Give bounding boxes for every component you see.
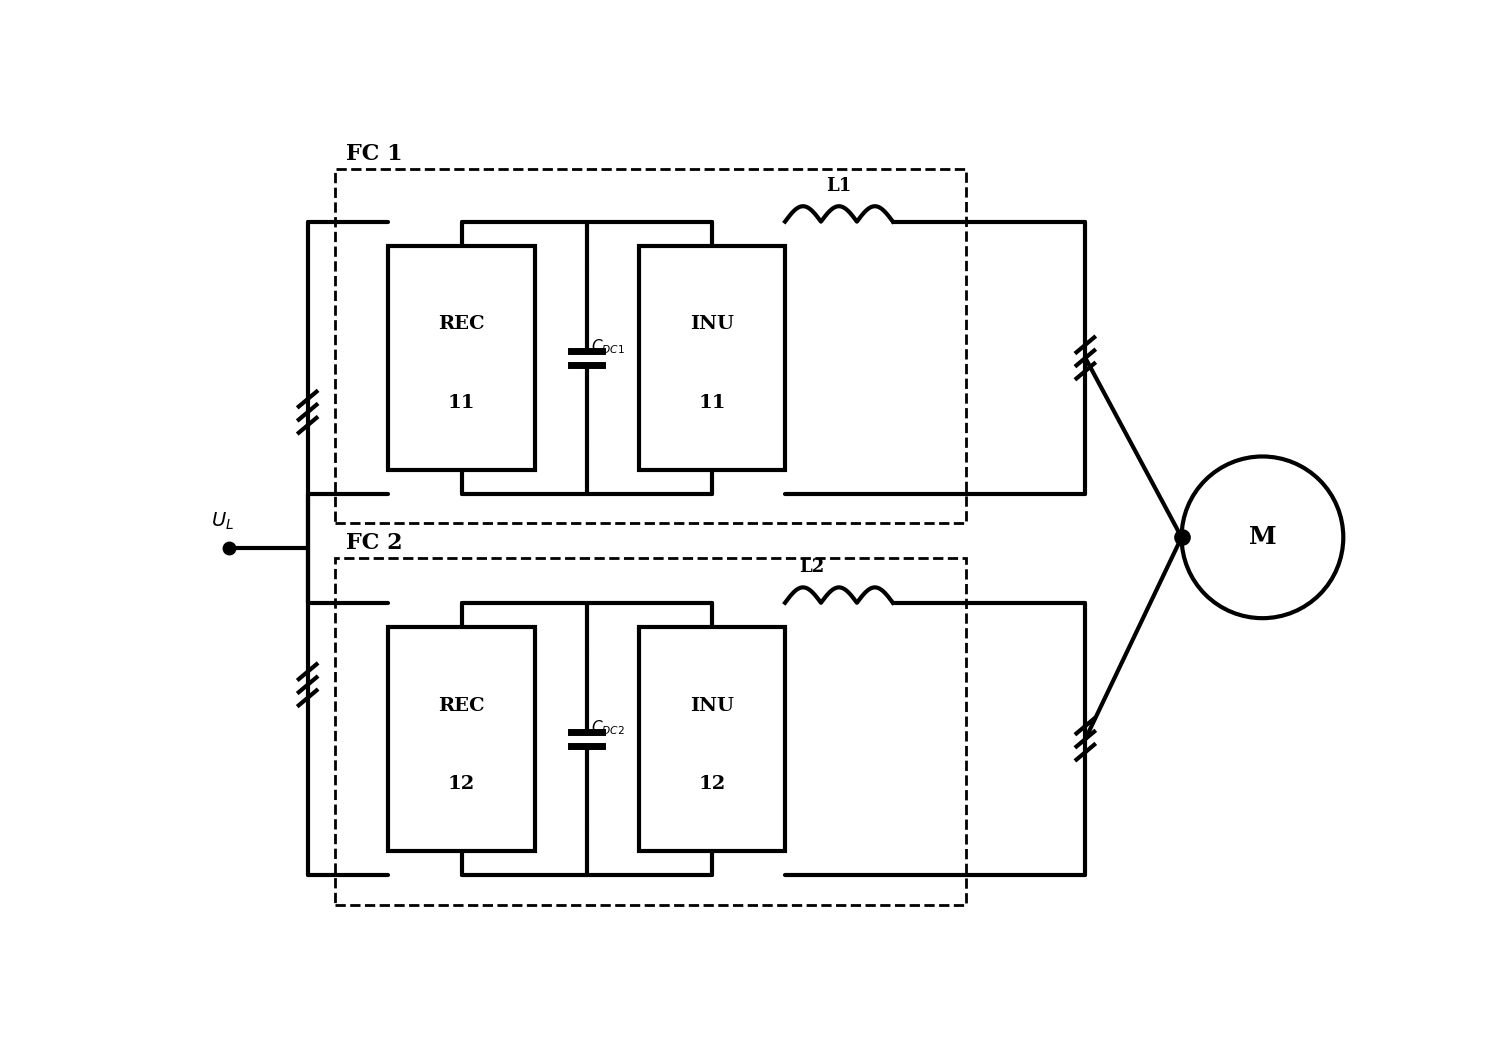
Bar [389,246,535,469]
Text: 11: 11 [698,394,726,412]
Bar [639,246,785,469]
Text: M: M [1249,526,1276,549]
Bar [335,559,966,904]
Circle shape [1181,456,1343,618]
Text: 12: 12 [448,775,475,793]
Text: 11: 11 [448,394,475,412]
Text: $U_L$: $U_L$ [211,511,235,532]
Text: L1: L1 [826,177,851,195]
Text: REC: REC [439,315,485,333]
Text: FC 2: FC 2 [347,532,402,554]
Text: $C_{DC2}$: $C_{DC2}$ [591,718,625,737]
Bar [639,628,785,851]
Text: $C_{DC1}$: $C_{DC1}$ [591,337,625,355]
Text: FC 1: FC 1 [347,144,402,165]
Text: L2: L2 [799,558,824,576]
Bar [335,169,966,523]
Text: INU: INU [690,315,734,333]
Bar [389,628,535,851]
Text: INU: INU [690,697,734,715]
Text: 12: 12 [698,775,725,793]
Text: REC: REC [439,697,485,715]
